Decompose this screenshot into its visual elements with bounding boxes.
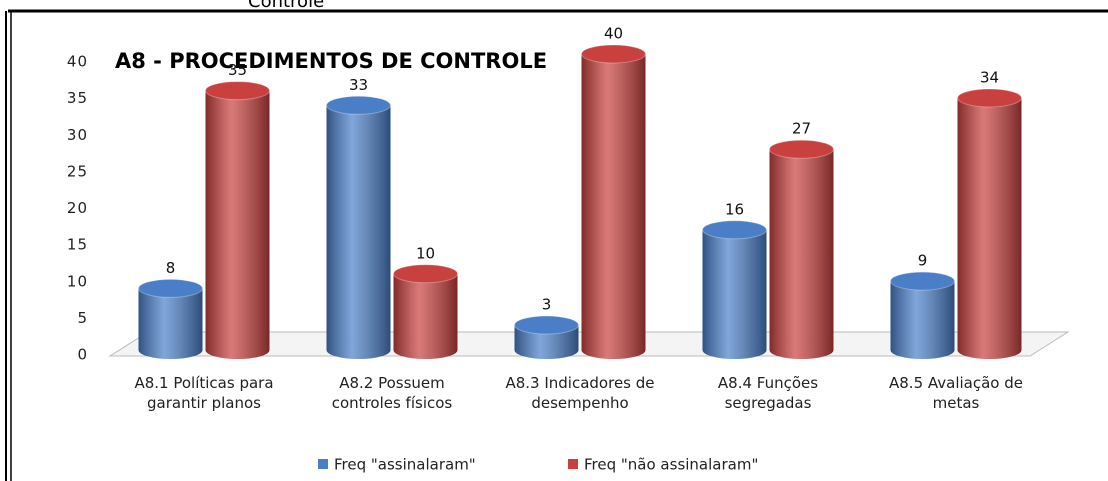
y-tick-label: 20 (67, 199, 88, 217)
bar-bottom-shade (581, 341, 646, 359)
y-tick-label: 5 (77, 309, 88, 327)
bar-shade (393, 273, 458, 350)
value-label: 10 (416, 244, 435, 262)
value-label: 33 (349, 76, 368, 94)
caption-fragment: Controle (248, 0, 324, 12)
legend-label: Freq "não assinalaram" (584, 456, 758, 474)
bar-top (702, 220, 767, 240)
legend-label: Freq "assinalaram" (334, 456, 476, 474)
bar-shade (769, 149, 834, 350)
value-label: 27 (792, 120, 811, 138)
bar (514, 315, 579, 359)
bar (393, 264, 458, 359)
bar-top (514, 315, 579, 335)
bar (890, 271, 955, 359)
bar-shade (581, 54, 646, 350)
y-tick-label: 35 (67, 89, 88, 107)
x-tick-label: A8.2 Possuem controles físicos (331, 374, 453, 412)
bar-shade (890, 281, 955, 350)
x-tick-label: A8.4 Funções segregadas (717, 374, 819, 412)
bar-bottom-shade (514, 341, 579, 359)
bar-top (205, 81, 270, 101)
legend-swatch (318, 459, 328, 469)
y-tick-label: 15 (67, 236, 88, 254)
y-tick-label: 25 (67, 162, 88, 180)
value-label: 9 (918, 252, 928, 270)
bar-shade (326, 105, 391, 351)
legend-swatch (568, 459, 578, 469)
bar-bottom-shade (702, 341, 767, 359)
value-label: 8 (166, 259, 176, 277)
y-tick-label: 10 (67, 272, 88, 290)
bar-top (393, 264, 458, 284)
bar-top (138, 278, 203, 298)
value-label: 16 (725, 200, 744, 218)
value-label: 3 (542, 296, 552, 314)
bar-bottom-shade (393, 341, 458, 359)
bar (581, 44, 646, 359)
bar (326, 95, 391, 359)
y-tick-label: 30 (67, 126, 88, 144)
bar (769, 139, 834, 359)
bar-top (769, 139, 834, 159)
bar (205, 81, 270, 359)
bar-bottom-shade (769, 341, 834, 359)
bar-top (581, 44, 646, 64)
bar-shade (205, 90, 270, 350)
x-tick-label: A8.5 Avaliação de metas (889, 374, 1023, 412)
bar-shade (138, 288, 203, 350)
bar-bottom-shade (890, 341, 955, 359)
y-tick-label: 0 (77, 346, 88, 364)
bar-bottom-shade (205, 341, 270, 359)
bar-bottom-shade (326, 341, 391, 359)
value-label: 35 (228, 61, 247, 79)
bar-shade (957, 97, 1022, 350)
chart-title: A8 - PROCEDIMENTOS DE CONTROLE (115, 49, 547, 73)
bar-top (957, 88, 1022, 108)
bar-top (890, 271, 955, 291)
value-label: 40 (604, 25, 623, 43)
bar-bottom-shade (138, 341, 203, 359)
x-tick-label: A8.3 Indicadores de desempenho (505, 374, 655, 412)
bar (957, 88, 1022, 359)
bar (702, 220, 767, 359)
y-tick-label: 40 (67, 53, 88, 71)
bar-bottom-shade (957, 341, 1022, 359)
x-tick-label: A8.1 Políticas para garantir planos (134, 374, 274, 412)
bar-top (326, 95, 391, 115)
bar-shade (702, 229, 767, 350)
bar (138, 278, 203, 359)
value-label: 34 (980, 68, 999, 86)
